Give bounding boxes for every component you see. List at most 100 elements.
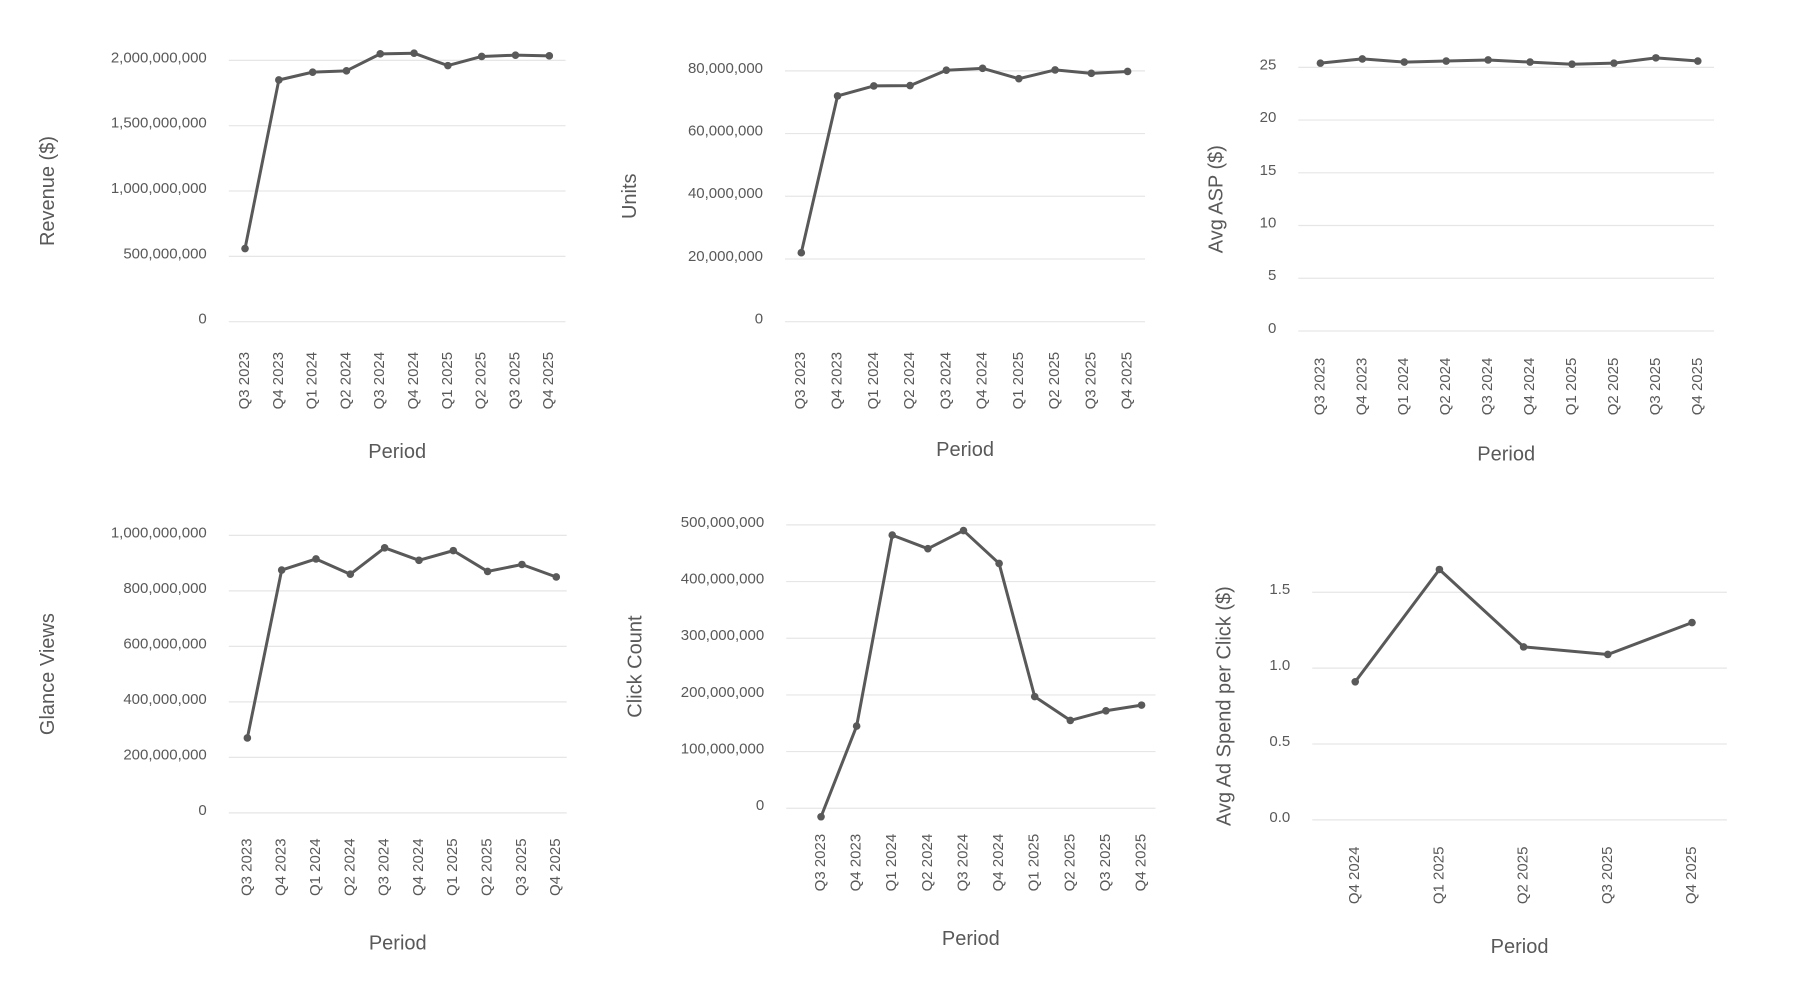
units-y-axis-title: Units: [619, 173, 641, 219]
glance-series-line: [245, 546, 557, 739]
units-xtick-label: Q4 2025: [1119, 352, 1136, 410]
clicks-xtick-label: Q2 2025: [1061, 834, 1078, 892]
adspend-data-point: [1351, 677, 1360, 686]
glance-data-point: [518, 560, 526, 569]
clicks-xtick-label: Q1 2024: [883, 834, 900, 892]
clicks-ytick-label: 500,000,000: [681, 514, 764, 531]
adspend-data-point: [1604, 650, 1612, 659]
glance-xtick-label: Q4 2025: [547, 838, 564, 896]
clicks-data-point: [1137, 701, 1146, 709]
asp-x-axis-title: Period: [1477, 444, 1535, 466]
clicks-data-point: [852, 722, 861, 730]
clicks-xtick-label: Q4 2024: [990, 834, 1007, 892]
clicks-ytick-label: 0: [756, 797, 764, 814]
units-xtick-label: Q3 2025: [1082, 352, 1099, 410]
asp-xtick-label: Q2 2024: [1437, 358, 1454, 416]
revenue-ytick-label: 1,500,000,000: [111, 115, 207, 132]
revenue-xtick-label: Q3 2024: [371, 352, 388, 410]
units-xtick-label: Q1 2024: [865, 352, 882, 410]
clicks-data-point: [1030, 692, 1039, 701]
asp-data-point: [1484, 56, 1492, 64]
units-xtick-label: Q2 2025: [1046, 352, 1063, 410]
glance-data-point: [346, 570, 355, 579]
glance-data-point: [552, 573, 561, 581]
clicks-series-line: [819, 529, 1142, 818]
revenue-x-axis-title: Period: [368, 441, 426, 463]
asp-ytick-label: 25: [1260, 56, 1277, 73]
asp-data-point: [1400, 58, 1409, 66]
revenue-ytick-label: 500,000,000: [123, 245, 206, 262]
revenue-data-point: [511, 51, 520, 59]
glance-data-point: [415, 556, 423, 565]
glance-ytick-label: 400,000,000: [123, 691, 206, 708]
units-ytick-label: 40,000,000: [688, 185, 763, 202]
asp-data-point: [1526, 58, 1534, 66]
clicks-xtick-label: Q4 2023: [848, 834, 865, 892]
clicks-xtick-label: Q2 2024: [919, 834, 936, 892]
revenue-xtick-label: Q4 2025: [540, 352, 557, 410]
clicks-xtick-label: Q4 2025: [1133, 834, 1150, 892]
asp-ytick-label: 5: [1268, 267, 1276, 284]
glance-ytick-label: 200,000,000: [123, 746, 206, 763]
glance-ytick-label: 800,000,000: [123, 580, 206, 597]
revenue-data-point: [241, 244, 249, 253]
glance-xtick-label: Q1 2024: [307, 838, 324, 896]
asp-data-point: [1652, 54, 1660, 62]
asp-xtick-label: Q3 2025: [1647, 358, 1664, 416]
clicks-data-point: [924, 544, 932, 553]
revenue-data-point: [342, 67, 351, 75]
glance-data-point: [449, 546, 458, 555]
revenue-data-point: [376, 50, 385, 58]
asp-data-point: [1316, 59, 1325, 67]
clicks-data-point: [959, 526, 968, 535]
clicks-xtick-label: Q3 2025: [1097, 834, 1114, 892]
revenue-xtick-label: Q1 2024: [304, 352, 321, 410]
clicks-ytick-label: 200,000,000: [681, 684, 764, 701]
revenue-xtick-label: Q3 2023: [236, 352, 253, 410]
adspend-x-axis-title: Period: [1491, 936, 1549, 958]
asp-xtick-label: Q1 2024: [1395, 358, 1412, 416]
units-data-point: [978, 64, 987, 73]
units-data-point: [1087, 69, 1096, 78]
units-x-axis-title: Period: [936, 439, 994, 461]
revenue-xtick-label: Q2 2025: [473, 352, 490, 410]
revenue-data-point: [275, 76, 283, 84]
asp-data-point: [1568, 60, 1576, 68]
revenue-data-point: [410, 49, 418, 58]
glance-xtick-label: Q2 2024: [341, 838, 358, 896]
clicks-ytick-label: 300,000,000: [681, 627, 764, 644]
glance-ytick-label: 1,000,000,000: [111, 524, 207, 541]
revenue-y-axis-title: Revenue ($): [37, 136, 59, 246]
clicks-xtick-label: Q3 2023: [812, 834, 829, 892]
units-data-point: [1123, 67, 1132, 76]
clicks-y-axis-title: Click Count: [625, 615, 647, 718]
adspend-data-point: [1435, 565, 1444, 574]
asp-chart: 0 5 10 15 20 25 Q3 2023 Q4 2023 Q1 2024 Q2 2024 Q3…: [1205, 54, 1715, 466]
units-xtick-label: Q1 2025: [1010, 352, 1027, 410]
revenue-data-point: [545, 52, 554, 60]
glance-ytick-label: 0: [198, 802, 206, 819]
units-data-point: [942, 66, 951, 75]
clicks-data-point: [1102, 706, 1110, 715]
units-ytick-label: 80,000,000: [688, 60, 763, 77]
glance-xtick-label: Q2 2025: [479, 838, 496, 896]
units-data-point: [906, 81, 914, 90]
glance-xtick-label: Q3 2023: [238, 838, 255, 896]
asp-data-point: [1694, 57, 1702, 65]
clicks-data-point: [888, 531, 897, 539]
units-chart: 0 20,000,000 40,000,000 60,000,000 80,000,00…: [619, 60, 1146, 461]
revenue-data-point: [444, 61, 452, 70]
adspend-ytick-label: 0.0: [1269, 809, 1290, 826]
units-xtick-label: Q4 2023: [829, 352, 846, 410]
asp-xtick-label: Q2 2025: [1605, 358, 1622, 416]
glance-data-point: [380, 544, 389, 552]
asp-xtick-label: Q4 2023: [1353, 358, 1370, 416]
adspend-xtick-label: Q4 2025: [1683, 847, 1700, 905]
clicks-ytick-label: 100,000,000: [681, 741, 764, 758]
revenue-data-point: [308, 68, 317, 76]
asp-ytick-label: 15: [1260, 162, 1277, 179]
clicks-ytick-label: 400,000,000: [681, 571, 764, 588]
adspend-data-point: [1688, 618, 1696, 627]
